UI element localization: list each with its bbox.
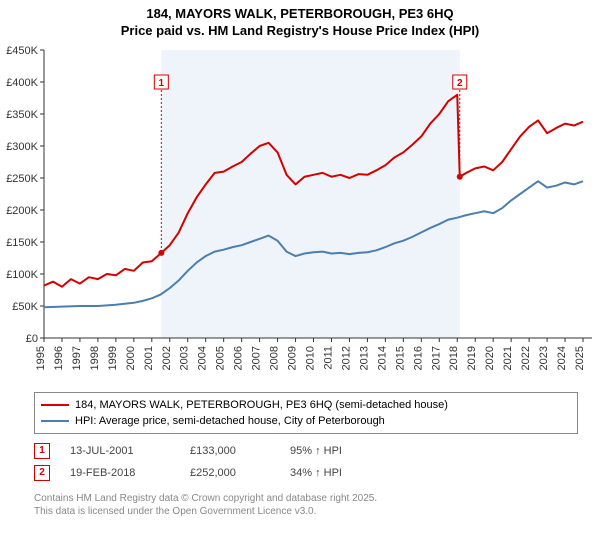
svg-text:2011: 2011 xyxy=(322,346,334,370)
svg-text:2017: 2017 xyxy=(430,346,442,370)
sale-table: 1 13-JUL-2001 £133,000 95% ↑ HPI 2 19-FE… xyxy=(34,440,390,484)
svg-text:2022: 2022 xyxy=(520,346,532,370)
svg-text:2010: 2010 xyxy=(305,346,317,370)
svg-text:2012: 2012 xyxy=(340,346,352,370)
legend-box: 184, MAYORS WALK, PETERBOROUGH, PE3 6HQ … xyxy=(34,392,578,434)
svg-text:£150K: £150K xyxy=(6,237,38,249)
svg-text:£50K: £50K xyxy=(12,301,38,313)
legend-label-hpi: HPI: Average price, semi-detached house,… xyxy=(75,415,385,427)
chart-svg: £0 £50K £100K £150K £200K £250K £300K £350K £400… xyxy=(0,44,600,384)
svg-text:£0: £0 xyxy=(26,333,38,345)
svg-text:2024: 2024 xyxy=(556,346,568,370)
svg-text:2007: 2007 xyxy=(251,346,263,370)
legend-row-property: 184, MAYORS WALK, PETERBOROUGH, PE3 6HQ … xyxy=(41,397,571,413)
footer-line-2: This data is licensed under the Open Gov… xyxy=(34,505,377,518)
sale-date-1: 13-JUL-2001 xyxy=(70,445,190,457)
svg-text:2013: 2013 xyxy=(358,346,370,370)
svg-text:2023: 2023 xyxy=(538,346,550,370)
svg-text:2008: 2008 xyxy=(269,346,281,370)
svg-text:2: 2 xyxy=(457,78,463,89)
footer-line-1: Contains HM Land Registry data © Crown c… xyxy=(34,492,377,505)
svg-text:2018: 2018 xyxy=(448,346,460,370)
svg-text:1995: 1995 xyxy=(35,346,47,370)
svg-text:£250K: £250K xyxy=(6,173,38,185)
svg-text:£200K: £200K xyxy=(6,205,38,217)
legend-label-property: 184, MAYORS WALK, PETERBOROUGH, PE3 6HQ … xyxy=(75,399,448,411)
svg-text:2014: 2014 xyxy=(376,346,388,370)
legend-swatch-property xyxy=(41,404,69,406)
sale-price-1: £133,000 xyxy=(190,445,290,457)
svg-text:1996: 1996 xyxy=(53,346,65,370)
svg-text:2003: 2003 xyxy=(179,346,191,370)
sale-marker-2: 2 xyxy=(34,465,50,481)
svg-text:£300K: £300K xyxy=(6,141,38,153)
title-line-2: Price paid vs. HM Land Registry's House … xyxy=(0,23,600,40)
svg-text:2020: 2020 xyxy=(484,346,496,370)
sale-row-2: 2 19-FEB-2018 £252,000 34% ↑ HPI xyxy=(34,462,390,484)
title-line-1: 184, MAYORS WALK, PETERBOROUGH, PE3 6HQ xyxy=(0,6,600,23)
legend-swatch-hpi xyxy=(41,420,69,422)
svg-text:2004: 2004 xyxy=(197,346,209,370)
sale-date-2: 19-FEB-2018 xyxy=(70,467,190,479)
svg-text:2015: 2015 xyxy=(394,346,406,370)
chart-container: 184, MAYORS WALK, PETERBOROUGH, PE3 6HQ … xyxy=(0,0,600,560)
legend-row-hpi: HPI: Average price, semi-detached house,… xyxy=(41,413,571,429)
svg-text:1997: 1997 xyxy=(71,346,83,370)
sale-pct-1: 95% ↑ HPI xyxy=(290,445,390,457)
svg-text:2021: 2021 xyxy=(502,346,514,370)
svg-text:2002: 2002 xyxy=(161,346,173,370)
svg-text:£400K: £400K xyxy=(6,77,38,89)
sale-price-2: £252,000 xyxy=(190,467,290,479)
svg-text:1999: 1999 xyxy=(107,346,119,370)
svg-text:£450K: £450K xyxy=(6,45,38,57)
chart-area: £0 £50K £100K £150K £200K £250K £300K £350K £400… xyxy=(0,44,600,384)
sale-pct-2: 34% ↑ HPI xyxy=(290,467,390,479)
svg-text:1: 1 xyxy=(159,78,165,89)
svg-text:2025: 2025 xyxy=(574,346,586,370)
footer: Contains HM Land Registry data © Crown c… xyxy=(34,492,377,518)
svg-text:2016: 2016 xyxy=(412,346,424,370)
svg-text:£350K: £350K xyxy=(6,109,38,121)
svg-text:2001: 2001 xyxy=(143,346,155,370)
svg-text:£100K: £100K xyxy=(6,269,38,281)
svg-text:2000: 2000 xyxy=(125,346,137,370)
svg-text:2009: 2009 xyxy=(287,346,299,370)
sale-marker-1: 1 xyxy=(34,443,50,459)
title-block: 184, MAYORS WALK, PETERBOROUGH, PE3 6HQ … xyxy=(0,0,600,40)
svg-text:2006: 2006 xyxy=(233,346,245,370)
svg-text:2019: 2019 xyxy=(466,346,478,370)
svg-text:2005: 2005 xyxy=(215,346,227,370)
svg-text:1998: 1998 xyxy=(89,346,101,370)
sale-row-1: 1 13-JUL-2001 £133,000 95% ↑ HPI xyxy=(34,440,390,462)
